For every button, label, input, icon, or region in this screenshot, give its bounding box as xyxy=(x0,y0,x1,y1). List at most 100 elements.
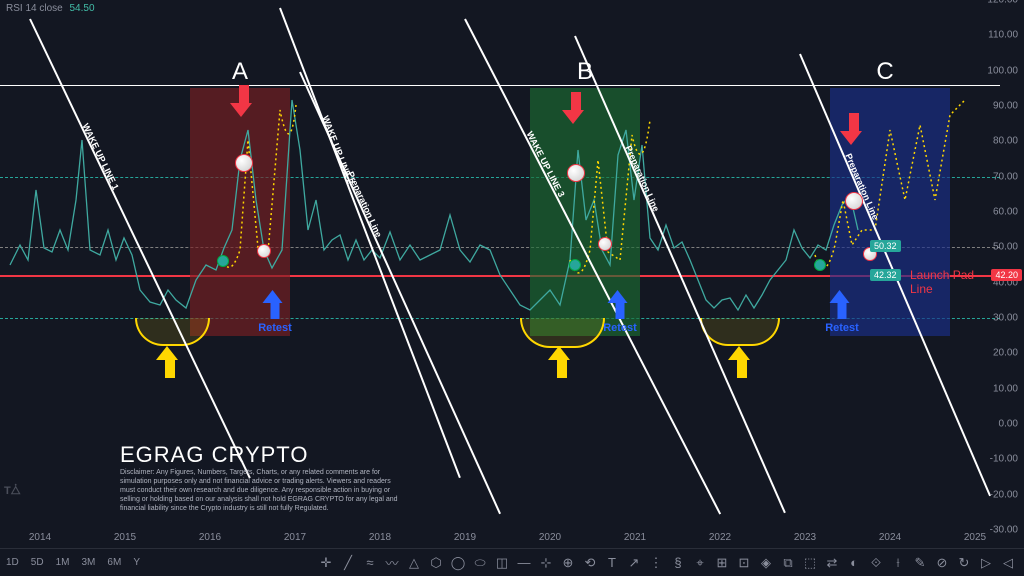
yellow-arrow-up xyxy=(734,346,750,378)
red-arrow-down xyxy=(568,92,584,124)
x-tick: 2020 xyxy=(539,532,561,543)
drawing-tool-icon[interactable]: T xyxy=(602,553,622,573)
retest-label: Retest xyxy=(258,322,292,334)
x-tick: 2019 xyxy=(454,532,476,543)
zone-label-C: C xyxy=(876,58,893,86)
bottom-toolbar: 1D5D1M3M6MY ✛╱≈〰△⬡◯⬭◫—⊹⊕⟲T↗⋮§⌖⊞⊡◈⧉⬚⇄◐⟐⟊✎… xyxy=(0,548,1024,576)
x-tick: 2016 xyxy=(199,532,221,543)
timeframe-5D[interactable]: 5D xyxy=(25,549,50,576)
retest-label: Retest xyxy=(825,322,859,334)
drawing-tool-icon[interactable]: ⟐ xyxy=(866,553,886,573)
drawing-tool-icon[interactable]: ▷ xyxy=(976,553,996,573)
drawing-tool-icon[interactable]: 〰 xyxy=(382,553,402,573)
x-tick: 2015 xyxy=(114,532,136,543)
price-callout: 50.32 xyxy=(870,240,901,252)
white-marker xyxy=(235,154,253,172)
x-tick: 2018 xyxy=(369,532,391,543)
y-tick: 90.00 xyxy=(993,101,1018,112)
drawing-tool-icon[interactable]: ◯ xyxy=(448,553,468,573)
x-tick: 2021 xyxy=(624,532,646,543)
current-value-tag: 42.20 xyxy=(991,269,1022,281)
tradingview-logo: T⧊ xyxy=(4,485,21,498)
trend-line-label: WAKE UP LINE 1 xyxy=(80,121,120,191)
zone-label-A: A xyxy=(232,58,248,86)
drawing-tool-icon[interactable]: ◈ xyxy=(756,553,776,573)
blue-arrow-up xyxy=(268,290,283,319)
drawing-tool-icon[interactable]: ✛ xyxy=(316,553,336,573)
drawing-tool-icon[interactable]: — xyxy=(514,553,534,573)
y-tick: 120.00 xyxy=(987,0,1018,6)
blue-arrow-up xyxy=(835,290,850,319)
yellow-arrow-up xyxy=(162,346,178,378)
drawing-tool-icon[interactable]: ✎ xyxy=(910,553,930,573)
timeframe-6M[interactable]: 6M xyxy=(101,549,127,576)
drawing-tool-icon[interactable]: ⬭ xyxy=(470,553,490,573)
chart-area: RSI 14 close 54.50 ABC WAKE UP LINE 1WAK… xyxy=(0,0,1000,530)
y-tick: 80.00 xyxy=(993,136,1018,147)
y-tick: -10.00 xyxy=(990,454,1018,465)
price-callout: 42.32 xyxy=(870,269,901,281)
y-tick: 110.00 xyxy=(988,30,1018,41)
drawing-tool-icon[interactable]: ⊘ xyxy=(932,553,952,573)
y-tick: -20.00 xyxy=(990,489,1018,500)
drawing-tool-icon[interactable]: ⟲ xyxy=(580,553,600,573)
drawing-tool-icon[interactable]: △ xyxy=(404,553,424,573)
y-tick: 50.00 xyxy=(993,242,1018,253)
arc-support xyxy=(520,318,605,348)
y-tick: 70.00 xyxy=(993,171,1018,182)
retest-label: Retest xyxy=(603,322,637,334)
white-marker xyxy=(257,244,271,258)
x-tick: 2025 xyxy=(964,532,986,543)
timeframe-3M[interactable]: 3M xyxy=(76,549,102,576)
drawing-tool-icon[interactable]: § xyxy=(668,553,688,573)
drawing-tool-icon[interactable]: ⇄ xyxy=(822,553,842,573)
white-marker xyxy=(598,237,612,251)
drawing-tool-icon[interactable]: ≈ xyxy=(360,553,380,573)
drawing-tool-icon[interactable]: ⟊ xyxy=(888,553,908,573)
drawing-tool-icon[interactable]: ⧉ xyxy=(778,553,798,573)
timeframe-Y[interactable]: Y xyxy=(127,549,146,576)
drawing-tool-icon[interactable]: ⊡ xyxy=(734,553,754,573)
red-arrow-down xyxy=(846,113,862,145)
x-tick: 2024 xyxy=(879,532,901,543)
y-tick: 30.00 xyxy=(993,313,1018,324)
y-tick: 100.00 xyxy=(987,65,1018,76)
drawing-tool-icon[interactable]: ↗ xyxy=(624,553,644,573)
drawing-tool-icon[interactable]: ◐ xyxy=(844,553,864,573)
x-tick: 2023 xyxy=(794,532,816,543)
red-arrow-down xyxy=(236,85,252,117)
drawing-tool-icon[interactable]: ⊕ xyxy=(558,553,578,573)
drawing-tool-icon[interactable]: ⬡ xyxy=(426,553,446,573)
yellow-arrow-up xyxy=(554,346,570,378)
drawing-tool-icon[interactable]: ↻ xyxy=(954,553,974,573)
y-tick: 0.00 xyxy=(999,419,1018,430)
white-marker xyxy=(567,164,585,182)
timeframe-1D[interactable]: 1D xyxy=(0,549,25,576)
timeframe-1M[interactable]: 1M xyxy=(50,549,76,576)
drawing-tool-icon[interactable]: ⬚ xyxy=(800,553,820,573)
arc-support xyxy=(135,318,210,346)
white-marker xyxy=(845,192,863,210)
x-axis: 2014201520162017201820192020202120222023… xyxy=(0,532,1000,548)
drawing-tool-icon[interactable]: ⊞ xyxy=(712,553,732,573)
indicator-label: RSI 14 close 54.50 xyxy=(6,3,95,14)
drawing-tool-icon[interactable]: ◫ xyxy=(492,553,512,573)
x-tick: 2014 xyxy=(29,532,51,543)
arc-support xyxy=(700,318,780,346)
green-marker xyxy=(814,259,826,271)
trend-line xyxy=(279,8,461,479)
x-tick: 2022 xyxy=(709,532,731,543)
drawing-tool-icon[interactable]: ◁ xyxy=(998,553,1018,573)
drawing-tool-icon[interactable]: ╱ xyxy=(338,553,358,573)
y-axis: 120.00 110.00 100.00 90.00 80.00 70.00 60.00 50… xyxy=(980,0,1024,530)
y-tick: 60.00 xyxy=(993,207,1018,218)
green-marker xyxy=(569,259,581,271)
blue-arrow-up xyxy=(613,290,628,319)
green-marker xyxy=(217,255,229,267)
drawing-tool-icon[interactable]: ⋮ xyxy=(646,553,666,573)
drawing-tool-icon[interactable]: ⌖ xyxy=(690,553,710,573)
y-tick: 10.00 xyxy=(993,383,1018,394)
drawing-tool-icon[interactable]: ⊹ xyxy=(536,553,556,573)
watermark-title: EGRAG CRYPTO Disclaimer: Any Figures, Nu… xyxy=(120,442,400,513)
y-tick: 20.00 xyxy=(993,348,1018,359)
